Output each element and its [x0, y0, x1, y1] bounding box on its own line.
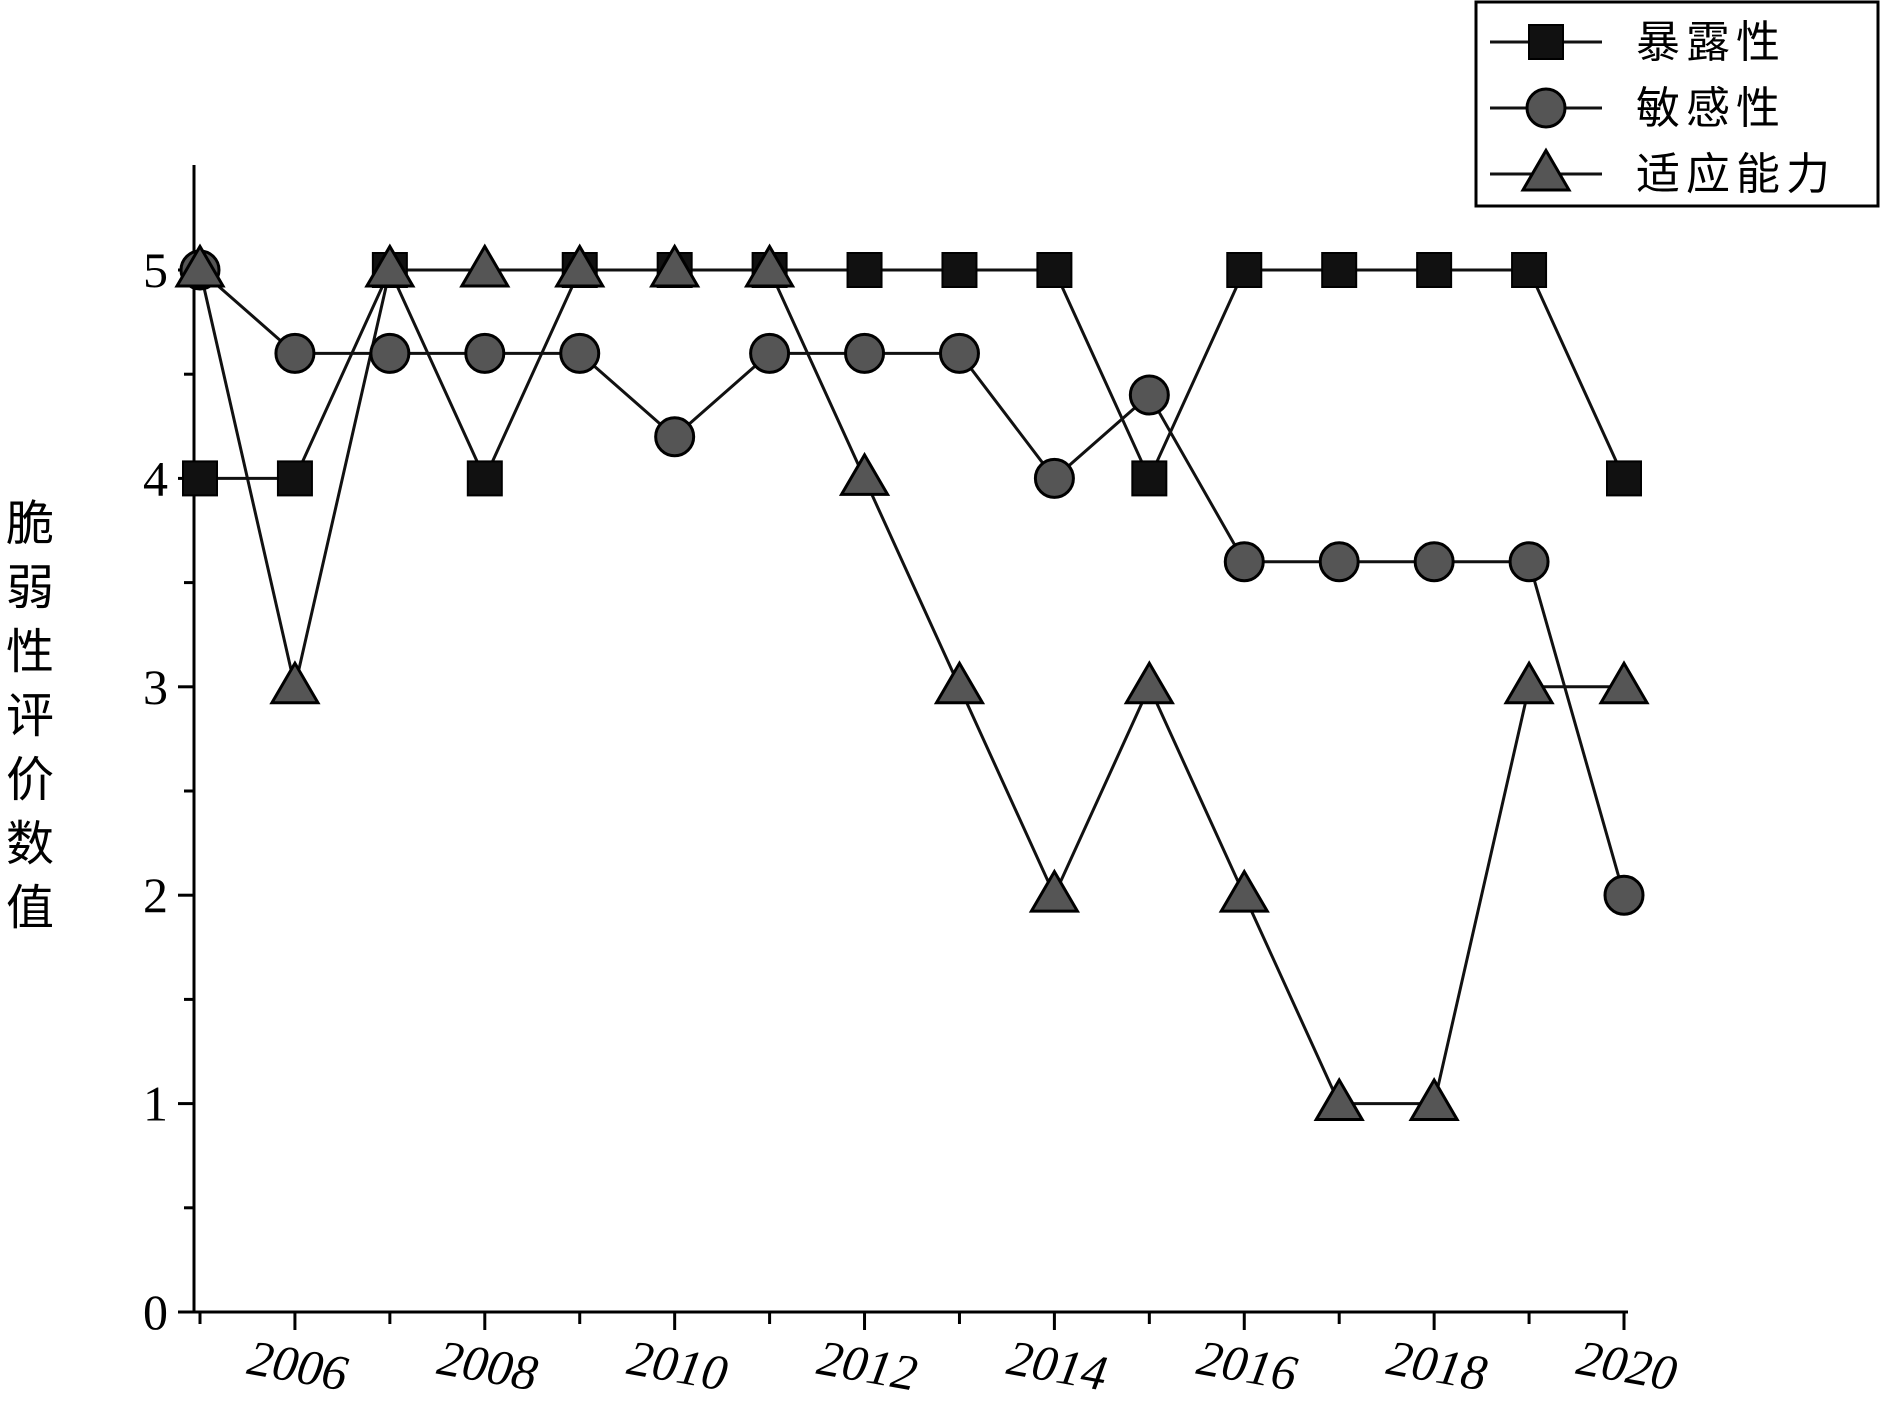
data-point-series-2 [838, 451, 891, 496]
plot-area [174, 243, 1650, 1122]
data-point-series-0 [846, 252, 883, 288]
data-point-series-1 [938, 332, 980, 374]
data-point-series-1 [1603, 874, 1645, 916]
data-point-series-2 [1123, 660, 1175, 705]
data-point-series-1 [1508, 541, 1550, 583]
data-point-series-1 [559, 332, 601, 374]
x-tick-label: 2014 [1003, 1329, 1111, 1402]
y-axis-label-char: 评 [6, 688, 54, 744]
y-axis-label-char: 脆 [6, 496, 54, 552]
data-point-series-0 [1321, 252, 1358, 288]
y-tick-label: 3 [143, 659, 168, 715]
data-point-series-1 [369, 332, 411, 374]
data-point-series-0 [1226, 252, 1263, 288]
data-point-series-2 [554, 243, 606, 288]
x-tick-label: 2020 [1573, 1329, 1681, 1402]
data-point-series-2 [174, 243, 226, 288]
y-axis-label-char: 弱 [6, 560, 54, 616]
data-point-series-2 [933, 660, 986, 705]
data-point-series-2 [269, 660, 321, 705]
data-point-series-2 [1598, 660, 1650, 705]
y-tick-label: 0 [143, 1284, 168, 1340]
x-tick-label: 2012 [813, 1329, 921, 1402]
legend-label: 敏感性 [1636, 83, 1786, 134]
data-point-series-2 [649, 243, 701, 288]
y-tick-label: 1 [143, 1076, 168, 1132]
data-point-series-0 [1131, 460, 1168, 497]
y-axis-label-char: 价 [6, 752, 54, 808]
data-point-series-2 [364, 243, 416, 288]
data-point-series-0 [941, 252, 978, 288]
data-point-series-0 [182, 460, 218, 497]
y-tick-label: 4 [143, 450, 168, 506]
data-point-series-1 [274, 332, 316, 374]
data-point-series-2 [1313, 1077, 1365, 1122]
y-axis-label-char: 性 [6, 624, 54, 680]
data-point-series-2 [1218, 868, 1270, 913]
data-point-series-1 [844, 332, 886, 374]
data-point-series-0 [466, 460, 503, 497]
x-tick-label: 2018 [1383, 1329, 1491, 1402]
legend-marker [1528, 24, 1564, 60]
data-point-series-2 [459, 243, 511, 288]
data-point-series-0 [1511, 252, 1548, 288]
data-point-series-2 [1028, 868, 1081, 913]
y-axis-label-char: 数 [6, 816, 54, 872]
x-tick-label: 2008 [434, 1329, 542, 1402]
legend-marker [1520, 147, 1572, 192]
x-tick-label: 2016 [1193, 1329, 1301, 1402]
data-point-series-1 [1223, 541, 1265, 583]
data-point-series-2 [743, 243, 796, 288]
data-point-series-1 [749, 332, 791, 374]
x-tick-label: 2010 [624, 1329, 732, 1402]
y-tick-label: 2 [143, 867, 168, 923]
legend-label: 暴露性 [1636, 17, 1786, 68]
data-point-series-1 [1413, 541, 1455, 583]
data-point-series-1 [1318, 541, 1360, 583]
data-point-series-1 [654, 416, 696, 458]
data-point-series-0 [1036, 252, 1073, 288]
data-point-series-2 [1503, 660, 1555, 705]
data-point-series-0 [1416, 252, 1453, 288]
series-line-2 [198, 268, 1624, 1106]
y-axis-label-char: 值 [6, 880, 54, 936]
data-point-series-1 [1033, 457, 1075, 499]
x-tick-label: 2006 [244, 1329, 352, 1402]
y-tick-label: 5 [143, 242, 168, 298]
legend-label: 适应能力 [1636, 149, 1836, 200]
data-point-series-1 [1128, 374, 1170, 416]
data-point-series-2 [1408, 1077, 1460, 1122]
data-point-series-1 [464, 332, 506, 374]
series-line-0 [200, 266, 1626, 483]
data-point-series-0 [1606, 460, 1642, 497]
data-point-series-0 [276, 460, 313, 497]
series-line-1 [199, 268, 1626, 896]
legend-marker [1525, 87, 1567, 129]
